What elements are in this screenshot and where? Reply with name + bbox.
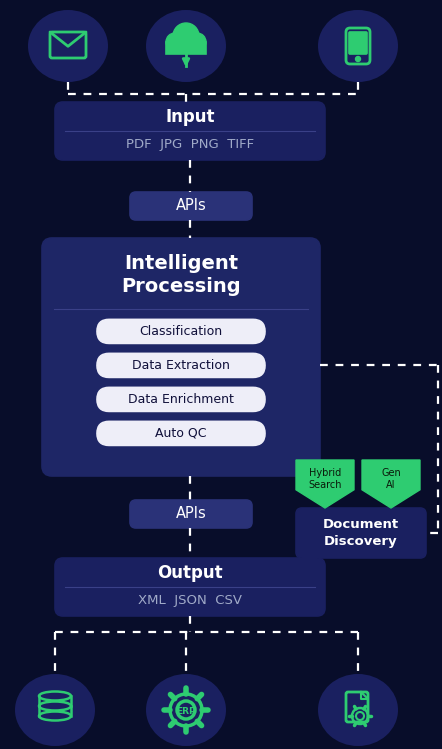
Circle shape — [166, 33, 184, 51]
FancyBboxPatch shape — [97, 387, 265, 411]
Text: APIs: APIs — [175, 506, 206, 521]
Polygon shape — [296, 460, 354, 508]
FancyBboxPatch shape — [97, 354, 265, 377]
Ellipse shape — [28, 10, 108, 82]
FancyBboxPatch shape — [97, 319, 265, 343]
FancyBboxPatch shape — [97, 422, 265, 446]
Text: PDF  JPG  PNG  TIFF: PDF JPG PNG TIFF — [126, 139, 254, 151]
Text: Gen
AI: Gen AI — [381, 468, 401, 490]
Ellipse shape — [318, 10, 398, 82]
FancyBboxPatch shape — [349, 32, 367, 54]
Text: Data Extraction: Data Extraction — [132, 359, 230, 372]
FancyBboxPatch shape — [296, 508, 426, 558]
Polygon shape — [362, 460, 420, 508]
Text: Input: Input — [165, 108, 215, 126]
FancyBboxPatch shape — [130, 500, 252, 528]
FancyBboxPatch shape — [42, 238, 320, 476]
Text: ERP: ERP — [176, 706, 196, 715]
Ellipse shape — [146, 674, 226, 746]
FancyBboxPatch shape — [166, 42, 206, 54]
Circle shape — [355, 56, 361, 61]
FancyBboxPatch shape — [130, 192, 252, 220]
Text: Hybrid
Search: Hybrid Search — [308, 468, 342, 490]
Text: Auto QC: Auto QC — [155, 427, 207, 440]
Text: Classification: Classification — [139, 325, 223, 338]
Circle shape — [173, 23, 199, 49]
Text: Data Enrichment: Data Enrichment — [128, 393, 234, 406]
Ellipse shape — [146, 10, 226, 82]
Ellipse shape — [318, 674, 398, 746]
Text: Intelligent
Processing: Intelligent Processing — [121, 254, 241, 296]
Text: Document
Discovery: Document Discovery — [323, 518, 399, 548]
Ellipse shape — [15, 674, 95, 746]
Text: APIs: APIs — [175, 198, 206, 213]
Circle shape — [188, 33, 206, 51]
Text: Output: Output — [157, 564, 223, 582]
Text: XML  JSON  CSV: XML JSON CSV — [138, 595, 242, 607]
FancyBboxPatch shape — [55, 102, 325, 160]
FancyBboxPatch shape — [55, 558, 325, 616]
